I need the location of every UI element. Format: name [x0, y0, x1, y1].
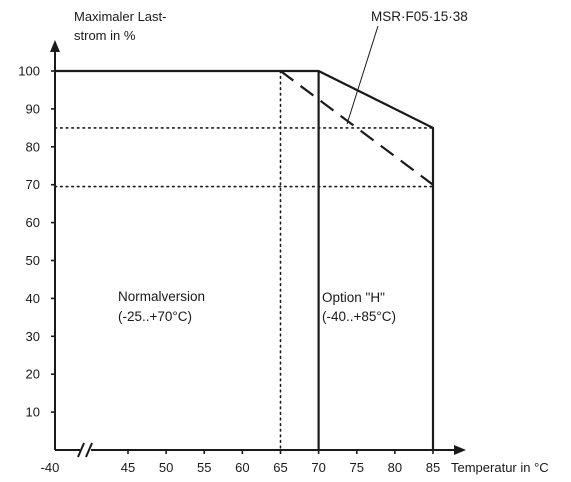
x-tick-label-80: 80 [388, 460, 402, 475]
series-line-dashed-3 [279, 70, 434, 186]
y-tick-label-90: 90 [26, 101, 40, 116]
x-axis-break-mark-2 [85, 442, 93, 458]
axes [50, 40, 466, 458]
x-axis-arrow [454, 445, 466, 455]
x-tick-label-65: 65 [273, 460, 287, 475]
y-axis-arrow [50, 40, 60, 52]
y-tick-label-70: 70 [26, 177, 40, 192]
x-tick-label-85: 85 [426, 460, 440, 475]
ticks: 10 20 30 40 50 60 70 80 90 100 45 50 55 60 65 70 75 80 85 [18, 64, 440, 476]
x-tick-label-45: 45 [121, 460, 135, 475]
y-tick-label-50: 50 [26, 253, 40, 268]
y-axis-title-line1: Maximaler Last- [74, 9, 166, 24]
x-axis-break-mark-1 [77, 442, 85, 458]
reference-label: MSR·F05·15·38 [371, 9, 468, 24]
y-tick-label-30: 30 [26, 329, 40, 344]
series-line-solid-1 [55, 69, 435, 450]
x-tick-label-70: 70 [311, 460, 325, 475]
y-tick-label-80: 80 [26, 139, 40, 154]
annotation-option-line2: (-40..+85°C) [322, 309, 396, 324]
y-tick-label-10: 10 [26, 405, 40, 420]
y-tick-label-60: 60 [26, 215, 40, 230]
y-tick-label-40: 40 [26, 291, 40, 306]
x-origin-label: -40 [41, 460, 60, 475]
x-tick-label-60: 60 [235, 460, 249, 475]
annotation-option-line1: Option "H" [322, 290, 385, 305]
chart-lines [54, 69, 435, 451]
reference-leader-line [346, 25, 379, 125]
x-tick-label-75: 75 [350, 460, 364, 475]
annotation-normal-line1: Normalversion [118, 289, 205, 304]
x-tick-label-55: 55 [197, 460, 211, 475]
y-tick-label-100: 100 [18, 64, 40, 79]
y-tick-label-20: 20 [26, 367, 40, 382]
annotation-normal-line2: (-25..+70°C) [118, 309, 192, 324]
y-axis-title-line2: strom in % [74, 28, 136, 43]
x-axis-title: Temperatur in °C [451, 460, 549, 475]
x-tick-label-50: 50 [159, 460, 173, 475]
